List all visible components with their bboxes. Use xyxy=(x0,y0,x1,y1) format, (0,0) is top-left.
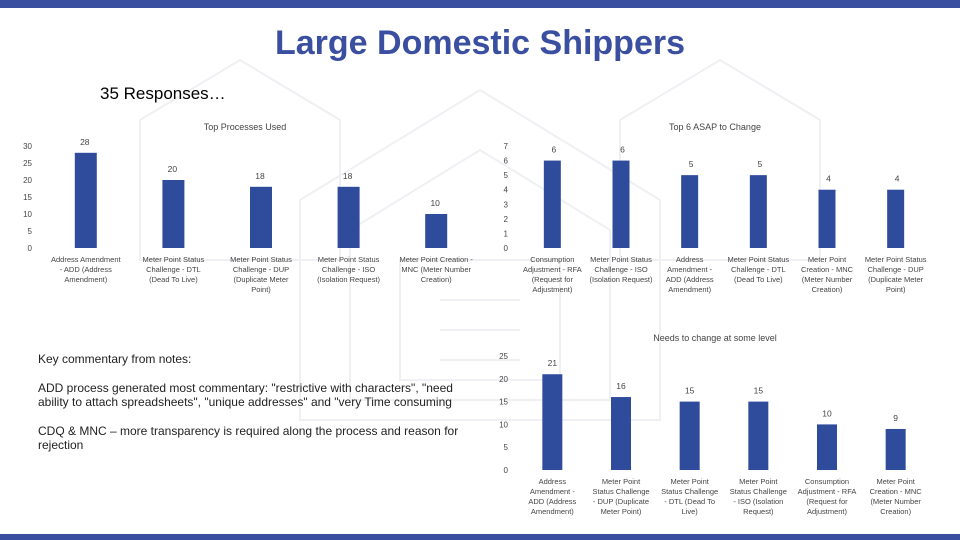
category-label: Meter Point Status Challenge - ISO (Isolat… xyxy=(730,477,787,516)
data-label: 21 xyxy=(548,358,558,368)
bar xyxy=(679,401,700,470)
bar xyxy=(250,186,272,248)
bar xyxy=(74,152,97,248)
data-label: 4 xyxy=(895,174,900,184)
bar xyxy=(885,428,906,470)
category-label: Address Amendment - ADD (Address Amendment… xyxy=(51,255,122,284)
category-label: Address Amendment -ADD (Address Amendment) xyxy=(666,255,714,294)
chart-title: Top Processes Used xyxy=(204,122,287,132)
bar xyxy=(425,214,448,248)
data-label: 16 xyxy=(616,381,626,391)
bar xyxy=(817,424,837,470)
y-tick-label: 1 xyxy=(504,229,509,238)
page-title: Large Domestic Shippers xyxy=(274,24,685,62)
chart-top-6-asap-to-change: Top 6 ASAP to Change 0 1 2 3 4 5 6 7 6 Consumption… xyxy=(500,116,950,316)
bar xyxy=(162,180,185,248)
y-tick-label: 20 xyxy=(499,375,508,384)
y-tick-label: 25 xyxy=(499,352,508,361)
category-label: Meter Point Status Challenge - DTL (Dead T… xyxy=(727,255,789,284)
commentary-paragraph-cdq-mnc: CDQ & MNC – more transparency is require… xyxy=(38,424,459,452)
y-tick-label: 15 xyxy=(23,193,32,202)
data-label: 6 xyxy=(620,145,625,155)
bar xyxy=(542,374,563,470)
y-tick-label: 5 xyxy=(28,227,33,236)
data-label: 10 xyxy=(822,408,832,418)
data-label: 5 xyxy=(757,159,762,169)
y-tick-label: 3 xyxy=(504,200,509,209)
category-label: Meter Point Status Challenge - DUP (Duplic… xyxy=(592,477,649,516)
data-label: 10 xyxy=(430,198,440,208)
y-tick-label: 7 xyxy=(504,142,509,151)
y-tick-label: 25 xyxy=(23,159,32,168)
data-label: 6 xyxy=(551,145,556,155)
responses-count: 35 Responses… xyxy=(100,84,226,103)
y-tick-label: 15 xyxy=(499,398,508,407)
chart-svg: Top Processes Used 0 5 10 15 20 25 30 28 Address … xyxy=(23,122,474,294)
commentary-heading: Key commentary from notes: xyxy=(38,352,192,366)
commentary-paragraph-add: ADD process generated most commentary: "… xyxy=(38,381,453,409)
data-label: 15 xyxy=(685,386,695,396)
category-label: Meter Point Creation - MNC (Meter Number Cr… xyxy=(801,255,854,294)
commentary-block: Key commentary from notes: ADD process g… xyxy=(38,352,468,467)
y-tick-label: 30 xyxy=(23,142,32,151)
chart-title: Needs to change at some level xyxy=(653,333,777,343)
bar xyxy=(611,397,631,470)
category-label: Meter Point Status Challenge - ISO (Isolat… xyxy=(590,255,653,284)
y-tick-label: 20 xyxy=(23,176,32,185)
category-label: Meter Point Creation -MNC (Meter Number C… xyxy=(400,255,474,284)
chart-needs-to-change: Needs to change at some level 0 5 10 15 20 25 2… xyxy=(499,326,950,526)
bar xyxy=(749,175,767,248)
chart-title: Top 6 ASAP to Change xyxy=(669,122,761,132)
bar xyxy=(681,175,699,248)
category-label: Meter Point Creation - MNC (Meter Number Cr… xyxy=(870,477,923,516)
category-label: Consumption Adjustment - RFA (Request for A… xyxy=(523,255,582,294)
y-tick-label: 0 xyxy=(504,244,509,253)
y-tick-label: 2 xyxy=(504,215,509,224)
category-label: Meter Point Status Challenge - DTL (Dead T… xyxy=(143,255,205,284)
bar xyxy=(818,189,836,248)
category-label: Meter Point Status Challenge - DUP (Duplic… xyxy=(865,255,927,294)
y-tick-label: 5 xyxy=(504,171,509,180)
category-label: Meter Point Status Challenge - DTL (Dead T… xyxy=(661,477,718,516)
top-accent-bar xyxy=(0,0,960,8)
category-label: Meter Point Status Challenge - DUP (Duplic… xyxy=(230,255,292,294)
chart-svg: Top 6 ASAP to Change 0 1 2 3 4 5 6 7 6 Consumption… xyxy=(504,122,927,294)
y-tick-label: 10 xyxy=(499,420,508,429)
category-label: Meter Point Status Challenge - ISO (Isolat… xyxy=(317,255,380,284)
data-label: 5 xyxy=(689,159,694,169)
data-label: 18 xyxy=(343,171,353,181)
chart-svg: Needs to change at some level 0 5 10 15 20 25 2… xyxy=(499,333,923,516)
bar xyxy=(887,189,905,248)
data-label: 20 xyxy=(168,164,178,174)
bar xyxy=(543,160,561,248)
y-tick-label: 10 xyxy=(23,210,32,219)
category-label: Consumption Adjustment - RFA (Request for A… xyxy=(798,477,857,516)
bottom-accent-bar xyxy=(0,534,960,540)
bar xyxy=(612,160,630,248)
data-label: 18 xyxy=(255,171,265,181)
y-tick-label: 6 xyxy=(504,157,509,166)
data-label: 15 xyxy=(754,386,764,396)
data-label: 28 xyxy=(80,137,90,147)
chart-top-processes-used: Top Processes Used 0 5 10 15 20 25 30 28 Address … xyxy=(20,116,490,316)
data-label: 9 xyxy=(893,413,898,423)
category-label: Address Amendment -ADD (Address Amendment) xyxy=(528,477,576,516)
y-tick-label: 5 xyxy=(504,443,509,452)
y-tick-label: 4 xyxy=(504,186,509,195)
bar xyxy=(337,186,360,248)
data-label: 4 xyxy=(826,174,831,184)
y-tick-label: 0 xyxy=(28,244,33,253)
y-tick-label: 0 xyxy=(504,466,509,475)
bar xyxy=(748,401,769,470)
